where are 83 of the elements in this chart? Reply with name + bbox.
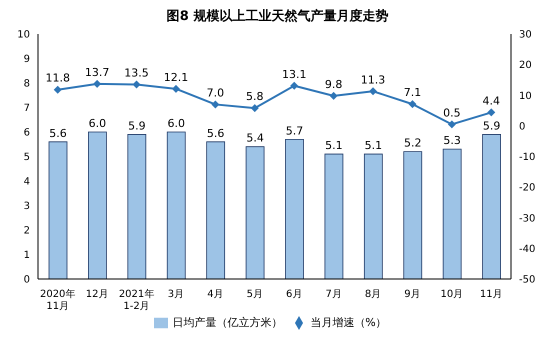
data-label: 5.2 bbox=[404, 136, 422, 150]
point bbox=[330, 92, 338, 100]
y2-tick-label: -10 bbox=[519, 152, 536, 164]
point bbox=[132, 80, 141, 89]
data-label: 13.1 bbox=[282, 68, 306, 81]
chart-title: 图8 规模以上工业天然气产量月度走势 bbox=[166, 8, 390, 26]
data-label: 5.4 bbox=[246, 132, 264, 145]
x-tick-label: 2020年 11月 bbox=[40, 288, 76, 312]
x-tick-label: 12月 bbox=[86, 289, 108, 300]
data-label: 11.3 bbox=[360, 73, 386, 86]
x-tick-label: 6月 bbox=[286, 289, 302, 300]
data-label: 7.1 bbox=[404, 86, 422, 100]
data-label: 5.3 bbox=[443, 134, 461, 148]
data-label: 5.6 bbox=[206, 126, 224, 140]
data-label: 6.0 bbox=[88, 117, 106, 130]
y-tick-label: 9 bbox=[24, 54, 30, 66]
y-tick-label: 3 bbox=[24, 201, 30, 212]
y2-tick-label: -40 bbox=[519, 244, 536, 255]
bar bbox=[166, 132, 186, 279]
x-tick-label: 10月 bbox=[440, 289, 464, 300]
bar bbox=[442, 148, 462, 279]
x-tick-label: 4月 bbox=[207, 289, 224, 300]
y-tick-label: 7 bbox=[24, 103, 30, 114]
y-tick-label: 5 bbox=[24, 152, 30, 164]
data-label: 4.4 bbox=[482, 94, 500, 108]
data-label: 12.1 bbox=[164, 70, 188, 84]
y-tick-label: 6 bbox=[24, 128, 30, 139]
y2-tick-label: 20 bbox=[519, 60, 532, 72]
data-label: 5.7 bbox=[286, 124, 304, 138]
bar bbox=[364, 154, 383, 279]
y2-tick-label: -30 bbox=[519, 213, 536, 224]
legend-label: 当月增速（%） bbox=[310, 316, 387, 329]
x-tick-label: 11月 bbox=[480, 289, 503, 300]
data-label: 13.7 bbox=[84, 66, 110, 79]
bar bbox=[127, 134, 146, 279]
data-label: 5.8 bbox=[246, 90, 264, 104]
point bbox=[487, 108, 496, 116]
bar bbox=[324, 154, 344, 279]
legend-label: 日均产量（亿立方米） bbox=[172, 316, 282, 329]
y2-tick-label: 0 bbox=[519, 121, 526, 132]
y2-tick-label: -50 bbox=[519, 274, 536, 286]
point bbox=[369, 87, 378, 96]
data-label: 5.9 bbox=[128, 119, 146, 132]
x-tick-label: 8月 bbox=[364, 289, 382, 300]
bar bbox=[48, 141, 68, 279]
data-label: 13.5 bbox=[124, 66, 149, 80]
y2-tick-label: -20 bbox=[519, 182, 536, 194]
y-tick-label: 2 bbox=[24, 226, 30, 237]
data-label: 6.0 bbox=[168, 117, 185, 130]
x-tick-label: 5月 bbox=[246, 289, 263, 300]
point bbox=[448, 120, 456, 128]
point bbox=[211, 100, 220, 108]
x-tick-label: 3月 bbox=[168, 289, 184, 300]
bar bbox=[246, 146, 264, 279]
x-tick-label: 9月 bbox=[404, 289, 421, 300]
y2-tick-label: 10 bbox=[519, 90, 532, 102]
bar bbox=[285, 138, 304, 279]
y-tick-label: 0 bbox=[24, 274, 30, 286]
data-label: 0.5 bbox=[443, 106, 461, 120]
data-label: 5.1 bbox=[364, 139, 382, 152]
y2-tick-label: 30 bbox=[519, 30, 532, 41]
point bbox=[250, 104, 259, 112]
bar bbox=[482, 134, 501, 279]
bar bbox=[403, 151, 422, 279]
y-tick-label: 10 bbox=[17, 30, 30, 41]
data-label: 5.1 bbox=[325, 139, 343, 152]
point bbox=[408, 100, 416, 108]
x-tick-label: 2021年 1-2月 bbox=[118, 288, 154, 312]
data-label: 9.8 bbox=[324, 78, 342, 91]
y-tick-label: 8 bbox=[24, 78, 30, 90]
x-tick-label: 7月 bbox=[325, 289, 342, 300]
bar bbox=[206, 141, 226, 279]
y-tick-label: 1 bbox=[24, 250, 30, 262]
bar bbox=[88, 132, 107, 279]
point bbox=[172, 84, 180, 93]
data-label: 7.0 bbox=[206, 86, 224, 100]
point bbox=[93, 80, 102, 88]
point bbox=[290, 82, 298, 90]
data-label: 5.6 bbox=[49, 126, 67, 140]
y-tick-label: 4 bbox=[24, 176, 30, 188]
data-label: 11.8 bbox=[45, 72, 70, 85]
data-label: 5.9 bbox=[482, 119, 500, 132]
point bbox=[54, 86, 62, 94]
